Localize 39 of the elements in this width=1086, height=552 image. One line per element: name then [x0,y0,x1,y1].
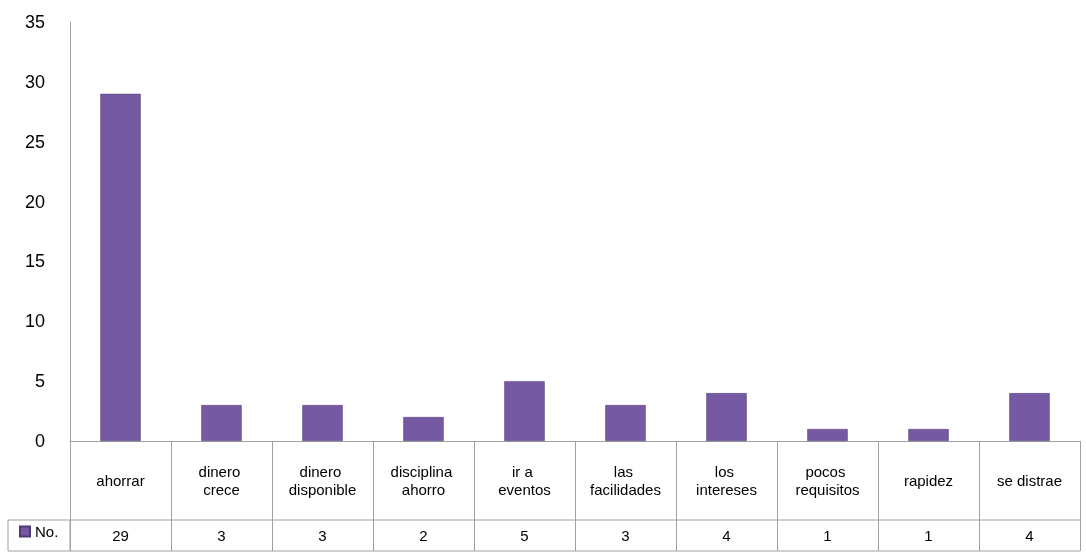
x-tick-label: dinero crece [198,462,245,498]
bar [100,93,141,441]
bar [1009,393,1050,441]
bar [504,381,545,441]
bar [807,429,848,441]
data-label: 1 [823,527,832,544]
data-label: 1 [924,527,933,544]
y-tick-label: 0 [34,431,45,451]
bar [201,405,242,441]
x-tick-label: pocos requisitos [795,462,860,498]
bar [605,405,646,441]
data-label: 4 [1025,527,1034,544]
data-label: 5 [520,527,529,544]
y-tick-label: 30 [24,71,45,92]
x-tick-label: dinero disponible [288,462,357,498]
data-label: 3 [217,527,226,544]
x-tick-label: disciplina ahorro [390,462,457,498]
x-tick-label: los intereses [696,462,757,498]
y-tick-label: 35 [24,12,45,32]
x-tick-label: las facilidades [590,462,661,498]
bar [403,417,444,441]
data-label: 29 [112,527,129,544]
y-tick-label: 10 [24,311,45,332]
x-tick-label: se distrae [996,471,1063,489]
bar [908,429,949,441]
x-tick-label: ir a eventos [498,462,551,498]
y-tick-label: 5 [34,371,45,392]
data-label: 3 [318,527,327,544]
x-tick-label: rapidez [903,471,954,489]
legend-label: No. [35,523,59,540]
y-tick-label: 15 [24,251,45,272]
data-label: 4 [722,527,731,544]
bar [302,405,343,441]
data-label: 3 [621,527,630,544]
y-tick-label: 25 [24,131,45,152]
x-tick-label: ahorrar [96,471,145,489]
data-label: 2 [419,527,428,544]
y-tick-label: 20 [24,191,45,212]
bar [706,393,747,441]
